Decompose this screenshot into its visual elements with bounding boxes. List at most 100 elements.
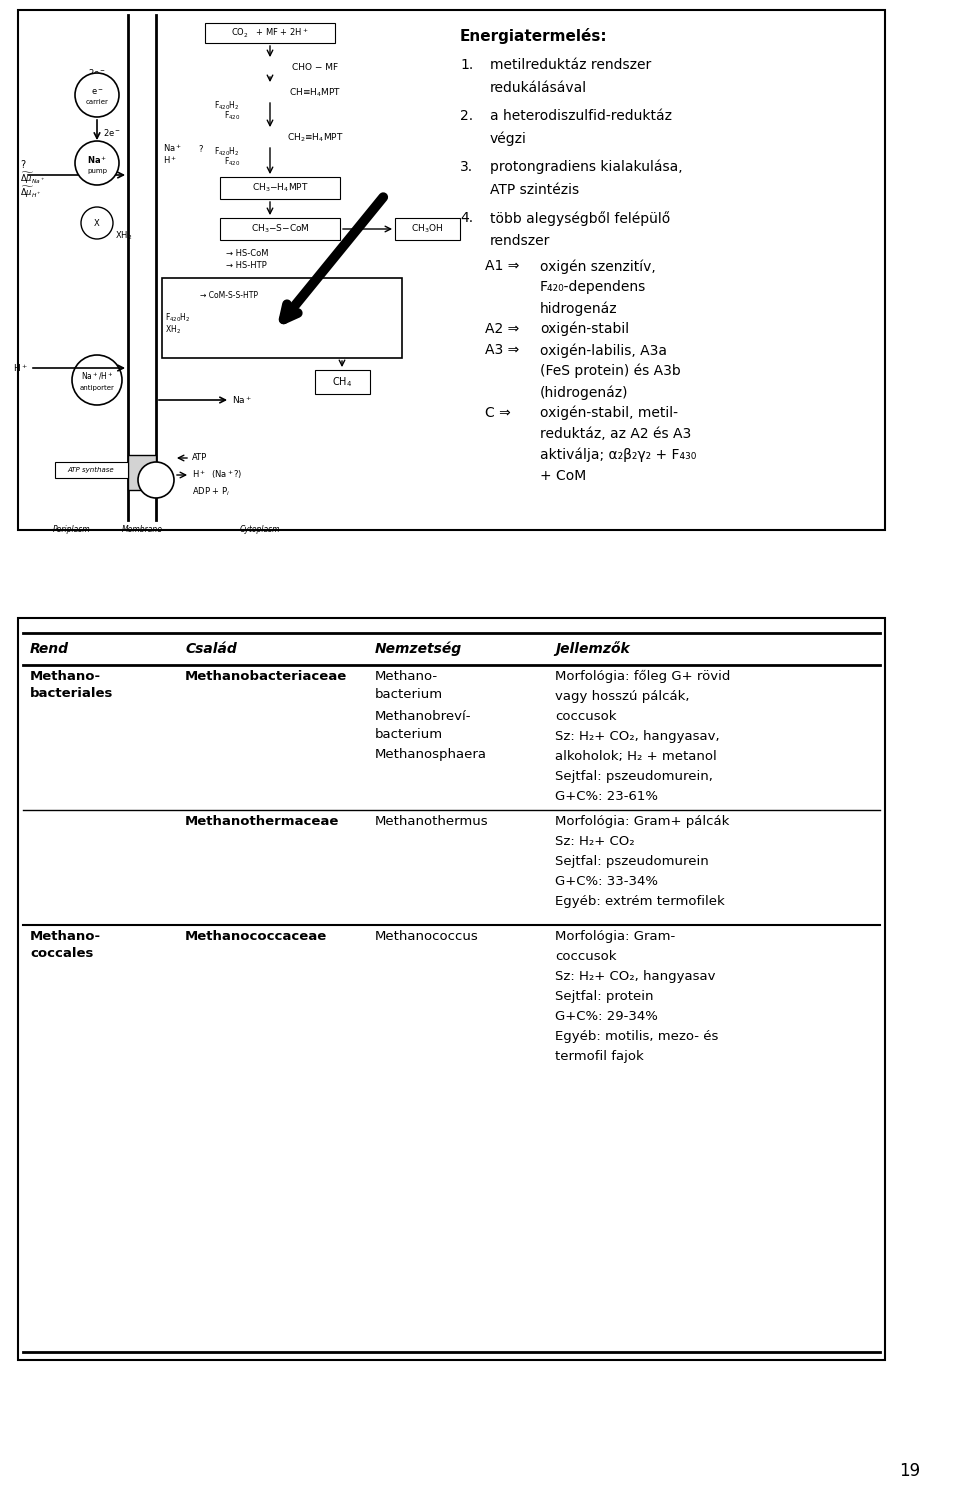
Text: reduktáz, az A2 és A3: reduktáz, az A2 és A3 bbox=[540, 426, 691, 441]
Text: A1 ⇒: A1 ⇒ bbox=[485, 260, 519, 273]
Bar bbox=[162, 278, 402, 359]
Text: Sejtfal: pszeudomurein,: Sejtfal: pszeudomurein, bbox=[555, 770, 713, 784]
Text: XH$_2$: XH$_2$ bbox=[115, 230, 132, 242]
Bar bbox=[220, 218, 340, 240]
Bar bbox=[18, 618, 885, 1360]
Text: vagy hosszú pálcák,: vagy hosszú pálcák, bbox=[555, 690, 689, 702]
Text: ?: ? bbox=[198, 146, 203, 155]
Text: → CoM-S-S-HTP: → CoM-S-S-HTP bbox=[200, 291, 258, 300]
Text: Sz: H₂+ CO₂, hangyasav,: Sz: H₂+ CO₂, hangyasav, bbox=[555, 729, 720, 743]
Text: antiporter: antiporter bbox=[80, 384, 114, 390]
Text: Sejtfal: pszeudomurein: Sejtfal: pszeudomurein bbox=[555, 856, 708, 868]
Text: oxigén-stabil, metil-: oxigén-stabil, metil- bbox=[540, 405, 678, 420]
Text: Methanococcus: Methanococcus bbox=[375, 931, 479, 943]
Bar bbox=[128, 455, 156, 489]
Text: metilreduktáz rendszer: metilreduktáz rendszer bbox=[490, 59, 651, 72]
Text: Jellemzők: Jellemzők bbox=[555, 641, 630, 656]
Text: G+C%: 33-34%: G+C%: 33-34% bbox=[555, 875, 658, 889]
Text: Morfológia: Gram-: Morfológia: Gram- bbox=[555, 931, 675, 943]
Text: több alegységből felépülő: több alegységből felépülő bbox=[490, 212, 670, 225]
Text: H$^+$  (Na$^+$?): H$^+$ (Na$^+$?) bbox=[192, 468, 242, 482]
Text: pump: pump bbox=[87, 168, 107, 174]
Text: Methanothermus: Methanothermus bbox=[375, 815, 489, 829]
Text: F₄₂₀-dependens: F₄₂₀-dependens bbox=[540, 281, 646, 294]
Text: CH$_3$−H$_4$MPT: CH$_3$−H$_4$MPT bbox=[252, 182, 308, 194]
Text: $\widetilde{\Delta\mu}_{Na^+}$: $\widetilde{\Delta\mu}_{Na^+}$ bbox=[20, 170, 45, 186]
Bar bbox=[395, 218, 460, 240]
Text: a heterodiszulfid-reduktáz: a heterodiszulfid-reduktáz bbox=[490, 110, 672, 123]
Text: XH$_2$: XH$_2$ bbox=[165, 324, 180, 336]
Text: $\widetilde{\Delta\mu}_{H^+}$: $\widetilde{\Delta\mu}_{H^+}$ bbox=[20, 185, 42, 200]
Text: F$_{420}$: F$_{420}$ bbox=[224, 156, 240, 168]
Text: termofil fajok: termofil fajok bbox=[555, 1051, 644, 1063]
Text: CH$_4$: CH$_4$ bbox=[332, 375, 352, 389]
Text: hidrogenáz: hidrogenáz bbox=[540, 302, 617, 315]
Text: coccusok: coccusok bbox=[555, 950, 616, 964]
Text: CH$_3$OH: CH$_3$OH bbox=[411, 222, 444, 236]
Text: A3 ⇒: A3 ⇒ bbox=[485, 344, 519, 357]
Text: bacterium: bacterium bbox=[375, 687, 444, 701]
Text: Sejtfal: protein: Sejtfal: protein bbox=[555, 991, 654, 1003]
Text: oxigén-labilis, A3a: oxigén-labilis, A3a bbox=[540, 344, 667, 357]
Text: F$_{420}$H$_2$: F$_{420}$H$_2$ bbox=[214, 99, 240, 113]
Circle shape bbox=[81, 207, 113, 239]
Circle shape bbox=[75, 74, 119, 117]
Text: F$_{420}$H$_2$: F$_{420}$H$_2$ bbox=[165, 312, 191, 324]
Text: ATP: ATP bbox=[192, 453, 207, 462]
Text: CO$_2$   + MF + 2H$^+$: CO$_2$ + MF + 2H$^+$ bbox=[231, 27, 309, 39]
Text: F$_{420}$H$_2$: F$_{420}$H$_2$ bbox=[214, 146, 240, 158]
Text: Na$^+$: Na$^+$ bbox=[163, 143, 182, 153]
Bar bbox=[315, 371, 370, 393]
Text: Morfológia: főleg G+ rövid: Morfológia: főleg G+ rövid bbox=[555, 669, 731, 683]
Bar bbox=[220, 177, 340, 200]
Text: coccusok: coccusok bbox=[555, 710, 616, 723]
Text: e$^-$: e$^-$ bbox=[90, 87, 104, 96]
Text: ATP synthase: ATP synthase bbox=[68, 467, 114, 473]
Text: 2e$^-$: 2e$^-$ bbox=[103, 126, 121, 138]
Text: Sz: H₂+ CO₂: Sz: H₂+ CO₂ bbox=[555, 835, 635, 848]
Text: oxigén-stabil: oxigén-stabil bbox=[540, 323, 629, 336]
Text: F$_{420}$: F$_{420}$ bbox=[224, 110, 240, 122]
Text: Membrane: Membrane bbox=[122, 525, 162, 534]
Text: H$^+$: H$^+$ bbox=[163, 155, 177, 165]
Text: CH$_2$≡H$_4$MPT: CH$_2$≡H$_4$MPT bbox=[287, 132, 344, 144]
Circle shape bbox=[75, 141, 119, 185]
Text: G+C%: 23-61%: G+C%: 23-61% bbox=[555, 790, 658, 803]
Bar bbox=[18, 11, 885, 530]
Text: alkoholok; H₂ + metanol: alkoholok; H₂ + metanol bbox=[555, 750, 717, 763]
Text: ATP szintézis: ATP szintézis bbox=[490, 183, 579, 197]
Text: 1.: 1. bbox=[460, 59, 473, 72]
Text: Methanosphaera: Methanosphaera bbox=[375, 747, 487, 761]
Text: H$^+$: H$^+$ bbox=[13, 362, 28, 374]
Bar bbox=[55, 462, 128, 477]
Text: (hidrogenáz): (hidrogenáz) bbox=[540, 384, 629, 399]
Text: ?: ? bbox=[20, 161, 25, 170]
Text: 4.: 4. bbox=[460, 212, 473, 225]
Text: → HS-CoM: → HS-CoM bbox=[226, 249, 269, 258]
Text: CH$_3$−S−CoM: CH$_3$−S−CoM bbox=[251, 222, 309, 236]
Text: Methanococcaceae: Methanococcaceae bbox=[185, 931, 327, 943]
Text: Na$^+$: Na$^+$ bbox=[86, 155, 108, 165]
Text: 2.: 2. bbox=[460, 110, 473, 123]
Text: Egyéb: extrém termofilek: Egyéb: extrém termofilek bbox=[555, 895, 725, 908]
Text: CH≡H$_4$MPT: CH≡H$_4$MPT bbox=[289, 87, 341, 99]
Text: Methanobreví-: Methanobreví- bbox=[375, 710, 471, 723]
Circle shape bbox=[72, 356, 122, 405]
Text: Egyéb: motilis, mezo- és: Egyéb: motilis, mezo- és bbox=[555, 1030, 718, 1043]
Circle shape bbox=[138, 462, 174, 498]
Text: 3.: 3. bbox=[460, 161, 473, 174]
Text: G+C%: 29-34%: G+C%: 29-34% bbox=[555, 1010, 658, 1024]
Text: Na$^+$/H$^+$: Na$^+$/H$^+$ bbox=[81, 371, 113, 381]
Text: carrier: carrier bbox=[85, 99, 108, 105]
Text: Methano-: Methano- bbox=[375, 669, 438, 683]
Text: Sz: H₂+ CO₂, hangyasav: Sz: H₂+ CO₂, hangyasav bbox=[555, 970, 715, 983]
Text: Nemzetség: Nemzetség bbox=[375, 642, 462, 656]
Text: Methanothermaceae: Methanothermaceae bbox=[185, 815, 340, 829]
Bar bbox=[205, 23, 335, 44]
Text: ADP + P$_i$: ADP + P$_i$ bbox=[192, 486, 230, 498]
Text: 2e$^-$: 2e$^-$ bbox=[88, 66, 106, 78]
Text: 19: 19 bbox=[899, 1462, 920, 1480]
Text: + CoM: + CoM bbox=[540, 468, 587, 483]
Text: CHO − MF: CHO − MF bbox=[292, 63, 338, 72]
Text: X: X bbox=[94, 219, 100, 228]
